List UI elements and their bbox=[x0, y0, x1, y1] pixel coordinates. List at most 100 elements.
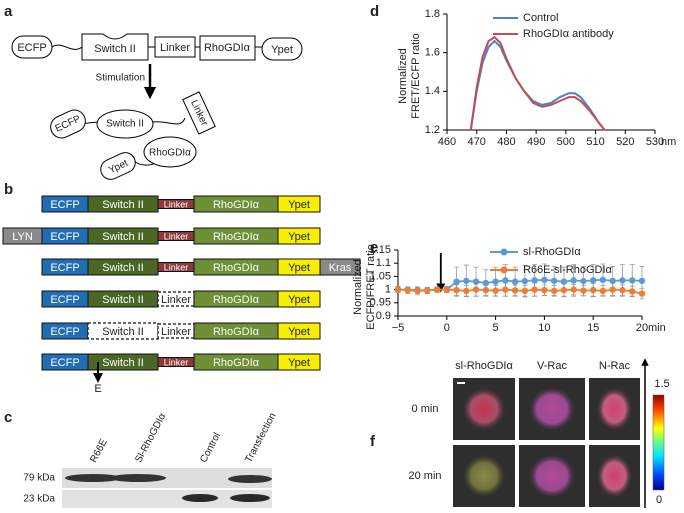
marker bbox=[609, 277, 616, 285]
label: RhoGDIα bbox=[213, 326, 260, 338]
x-tick-label: 20 bbox=[636, 322, 648, 334]
cell bbox=[528, 453, 576, 499]
ecfp-folded bbox=[50, 109, 86, 139]
label: 79 kDa bbox=[23, 473, 55, 484]
cell bbox=[528, 386, 576, 432]
marker bbox=[424, 287, 431, 294]
ypet-folded bbox=[100, 152, 136, 180]
label: ECFP bbox=[50, 199, 79, 211]
label: N-Rac bbox=[599, 360, 631, 372]
x-tick-label: −5 bbox=[392, 322, 405, 334]
legend-label: R66E-sl-RhoGDIα bbox=[523, 264, 613, 276]
switch-shape bbox=[81, 33, 149, 61]
y-tick-label: 1.2 bbox=[425, 124, 440, 136]
marker bbox=[492, 278, 499, 285]
x-tick-label: 520 bbox=[616, 136, 634, 148]
x-tick-label: 15 bbox=[587, 322, 599, 334]
marker bbox=[394, 286, 402, 293]
x-tick-label: 530 bbox=[646, 136, 664, 148]
label: Linker bbox=[164, 262, 189, 272]
label: Control bbox=[198, 431, 223, 465]
legend-marker bbox=[500, 266, 508, 274]
label: 20 min bbox=[408, 470, 441, 482]
cell bbox=[461, 453, 507, 499]
cell bbox=[596, 386, 633, 432]
label: ECFP bbox=[50, 326, 79, 338]
label: ECFP bbox=[50, 231, 79, 243]
label: sl-RhoGDIα bbox=[455, 360, 513, 372]
construct-segment bbox=[277, 195, 321, 213]
ecfp-shape bbox=[11, 35, 53, 59]
legend-label: Control bbox=[523, 12, 558, 24]
marker bbox=[443, 286, 450, 293]
rhogdi-shape bbox=[199, 35, 256, 61]
ypet-shape bbox=[261, 37, 303, 61]
x-tick-label: 510 bbox=[586, 136, 604, 148]
label: Ypet bbox=[288, 199, 310, 211]
x-tick-label: 460 bbox=[438, 136, 456, 148]
marker bbox=[550, 287, 558, 295]
x-axis-label: min bbox=[648, 322, 666, 334]
construct-segment bbox=[277, 353, 321, 371]
label: 0 bbox=[656, 494, 662, 506]
label: Ypet bbox=[288, 294, 310, 306]
x-tick-label: 0 bbox=[444, 322, 450, 334]
label: RhoGDIα bbox=[213, 294, 260, 306]
label: ECFP bbox=[50, 357, 79, 369]
x-axis-label: nm bbox=[661, 136, 676, 148]
x-tick-label: 5 bbox=[493, 322, 499, 334]
panel-label: f bbox=[370, 433, 376, 450]
label: ECFP bbox=[17, 42, 46, 54]
marker bbox=[638, 290, 646, 297]
panel-label: d bbox=[370, 3, 379, 20]
marker bbox=[482, 286, 490, 294]
label: Ypet bbox=[288, 357, 310, 369]
label: Ypet bbox=[288, 231, 310, 243]
y-tick-label: 1.15 bbox=[370, 244, 391, 256]
marker bbox=[531, 277, 538, 284]
label: Switch II bbox=[94, 43, 136, 55]
line-series bbox=[469, 35, 606, 131]
label: 23 kDa bbox=[23, 494, 55, 505]
connector bbox=[51, 44, 262, 50]
y-tick-label: 1.8 bbox=[425, 8, 440, 20]
label: Switch II bbox=[102, 231, 144, 243]
label: LYN bbox=[12, 231, 33, 243]
marker bbox=[599, 276, 607, 284]
label: RhoGDIα bbox=[213, 357, 260, 369]
blot-strip bbox=[62, 468, 272, 488]
label: Stimulation bbox=[96, 73, 145, 84]
blot-strip bbox=[62, 490, 272, 508]
construct-segment bbox=[319, 258, 361, 276]
band bbox=[110, 474, 166, 482]
marker bbox=[492, 287, 499, 294]
marker bbox=[404, 286, 411, 294]
linker-folded bbox=[182, 91, 216, 135]
marker bbox=[521, 277, 529, 285]
marker bbox=[560, 278, 568, 285]
label: Switch II bbox=[102, 357, 144, 369]
label: Linker bbox=[161, 326, 191, 338]
band bbox=[182, 494, 218, 502]
marker bbox=[560, 286, 568, 294]
y-tick-label: 1.4 bbox=[425, 85, 440, 97]
label: 0 min bbox=[412, 403, 439, 415]
y-axis-label: Normalized bbox=[397, 48, 409, 104]
label: Kras bbox=[329, 262, 352, 274]
label: 1.5 bbox=[654, 378, 669, 390]
cell bbox=[461, 386, 507, 432]
legend-label: sl-RhoGDIα bbox=[523, 246, 581, 258]
label: Ypet bbox=[271, 44, 293, 56]
marker bbox=[502, 286, 509, 293]
marker bbox=[609, 286, 616, 293]
x-tick-label: 500 bbox=[557, 136, 575, 148]
label: RhoGDIα bbox=[213, 262, 260, 274]
label: ECFP bbox=[50, 294, 79, 306]
construct-segment bbox=[277, 322, 321, 340]
legend-label: RhoGDIα antibody bbox=[523, 28, 614, 40]
y-tick-label: 1.1 bbox=[376, 257, 391, 269]
panel-label: e bbox=[370, 239, 378, 256]
marker bbox=[541, 286, 548, 294]
marker bbox=[629, 288, 636, 295]
